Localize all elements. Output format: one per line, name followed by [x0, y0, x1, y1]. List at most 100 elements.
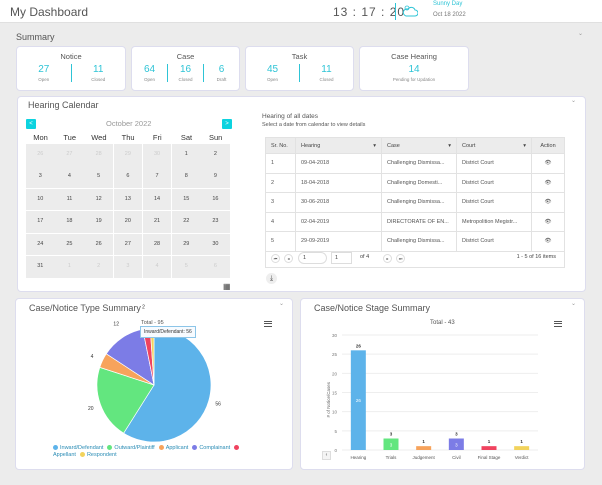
calendar-day[interactable]: 27 [55, 144, 84, 166]
summary-card-case[interactable]: Case 64 Open 16 Closed 6 Draft [131, 46, 240, 91]
legend-item[interactable]: Complainant [192, 445, 230, 451]
calendar-day[interactable]: 29 [172, 233, 201, 256]
legend-item[interactable]: Appellant [53, 445, 241, 458]
calendar-day[interactable]: 13 [113, 188, 143, 211]
calendar-day[interactable]: 16 [201, 188, 230, 211]
calendar-day[interactable]: 30 [142, 144, 172, 166]
summary-card-case-hearing[interactable]: Case Hearing 14 Pending for Updation [359, 46, 469, 91]
calendar-day[interactable]: 2 [84, 256, 113, 278]
calendar-day[interactable]: 31 [26, 256, 55, 278]
stat[interactable]: 11 Closed [300, 64, 353, 82]
view-eye-icon[interactable]: 👁 [531, 231, 565, 252]
calendar-day[interactable]: 2 [201, 144, 230, 166]
last-page-button[interactable]: ⏭ [396, 254, 405, 263]
calendar-day[interactable]: 6 [113, 166, 143, 188]
stat[interactable]: 16 Closed [168, 64, 204, 82]
calendar-day[interactable]: 25 [55, 233, 84, 256]
calendar-day[interactable]: 6 [201, 256, 230, 278]
filter-icon[interactable]: ▾ [523, 142, 526, 149]
calendar-day[interactable]: 3 [113, 256, 143, 278]
calendar-day[interactable]: 20 [113, 211, 143, 233]
legend-item[interactable]: Inward/Defendant [53, 445, 103, 451]
calendar-day[interactable]: 29 [113, 144, 143, 166]
summary-card-task[interactable]: Task 45 Open 11 Closed [245, 46, 354, 91]
next-page-button[interactable]: ▸ [383, 254, 392, 263]
calendar-day[interactable]: 30 [201, 233, 230, 256]
calendar-day[interactable]: 1 [55, 256, 84, 278]
chart-menu-icon[interactable] [554, 321, 562, 327]
summary-card-notice[interactable]: Notice 27 Open 11 Closed [16, 46, 126, 91]
calendar-day[interactable]: 8 [172, 166, 201, 188]
page-input[interactable]: 1 [331, 252, 352, 264]
calendar-day[interactable]: 12 [84, 188, 113, 211]
calendar-day[interactable]: 4 [55, 166, 84, 188]
next-month-button[interactable]: > [222, 119, 232, 129]
calendar-day[interactable]: 26 [26, 144, 55, 166]
calendar-day[interactable]: 11 [55, 188, 84, 211]
col-sr-no[interactable]: Sr. No. [265, 137, 296, 154]
page-chip[interactable]: 1 [298, 252, 327, 264]
table-row[interactable]: 3 30-06-2018 Challenging Dismissa... Distri… [265, 192, 565, 213]
calendar-day[interactable]: 17 [26, 211, 55, 233]
calendar-day[interactable]: 26 [84, 233, 113, 256]
first-page-button[interactable]: ⏮ [271, 254, 280, 263]
col-case[interactable]: Case ▾ [381, 137, 457, 154]
prev-month-button[interactable]: < [26, 119, 36, 129]
chart-menu-icon[interactable] [264, 321, 272, 327]
stat[interactable]: 64 Open [132, 64, 168, 82]
legend-item[interactable]: Outward/Plaintiff [107, 445, 155, 451]
table-row[interactable]: 2 18-04-2018 Challenging Domesti... Distric… [265, 172, 565, 193]
stat[interactable]: 14 Pending for Updation [360, 64, 468, 82]
table-row[interactable]: 1 09-04-2018 Challenging Dismissa... Distri… [265, 153, 565, 174]
calendar-settings-icon[interactable]: ▦ [223, 282, 231, 291]
calendar-day[interactable]: 21 [142, 211, 172, 233]
stat[interactable]: 45 Open [246, 64, 300, 82]
bar-final-stage[interactable] [481, 446, 497, 450]
view-eye-icon[interactable]: 👁 [531, 172, 565, 193]
calendar-day[interactable]: 14 [142, 188, 172, 211]
collapse-chevron-icon[interactable]: ⌄ [571, 301, 577, 307]
collapse-chevron-icon[interactable]: ⌄ [578, 31, 584, 37]
collapse-chevron-icon[interactable]: ⌄ [279, 301, 285, 307]
prev-page-button[interactable]: ◂ [284, 254, 293, 263]
calendar-day[interactable]: 5 [84, 166, 113, 188]
filter-icon[interactable]: ▾ [448, 142, 451, 149]
table-row[interactable]: 4 02-04-2019 DIRECTORATE OF EN... Metropoli… [265, 211, 565, 232]
col-court[interactable]: Court ▾ [456, 137, 532, 154]
calendar-day[interactable]: 10 [26, 188, 55, 211]
collapse-chevron-icon[interactable]: ⌄ [571, 98, 577, 104]
calendar-day[interactable]: 19 [84, 211, 113, 233]
legend-item[interactable]: Applicant [158, 445, 188, 451]
bar-trials[interactable] [383, 438, 399, 451]
calendar-day[interactable]: 9 [201, 166, 230, 188]
calendar-day[interactable]: 28 [84, 144, 113, 166]
stat[interactable]: 27 Open [17, 64, 72, 82]
stat[interactable]: 11 Closed [72, 64, 126, 82]
table-row[interactable]: 5 29-09-2019 Challenging Dismissa... Distri… [265, 231, 565, 252]
calendar-day[interactable]: 28 [142, 233, 172, 256]
download-icon[interactable]: ⤓ [266, 273, 277, 284]
view-eye-icon[interactable]: 👁 [531, 153, 565, 174]
calendar-day[interactable]: 24 [26, 233, 55, 256]
pie-slice-outward-plaintiff[interactable] [96, 366, 155, 434]
bar-hearing[interactable] [350, 350, 366, 450]
calendar-day[interactable]: 3 [26, 166, 55, 188]
bar-civil[interactable] [448, 438, 464, 451]
calendar-day[interactable]: 18 [55, 211, 84, 233]
calendar-day[interactable]: 27 [113, 233, 143, 256]
calendar-day[interactable]: 23 [201, 211, 230, 233]
filter-icon[interactable]: ▾ [373, 142, 376, 149]
view-eye-icon[interactable]: 👁 [531, 192, 565, 213]
calendar-day[interactable]: 5 [172, 256, 201, 278]
calendar-day[interactable]: 4 [142, 256, 172, 278]
calendar-day[interactable]: 7 [142, 166, 172, 188]
stat[interactable]: 6 Draft [204, 64, 239, 82]
calendar-day[interactable]: 22 [172, 211, 201, 233]
calendar-day[interactable]: 15 [172, 188, 201, 211]
bar-judgement[interactable] [416, 446, 432, 450]
calendar-day[interactable]: 1 [172, 144, 201, 166]
view-eye-icon[interactable]: 👁 [531, 211, 565, 232]
legend-item[interactable]: Respondent [79, 452, 117, 458]
bar-verdict[interactable] [514, 446, 530, 450]
scroll-left-button[interactable]: ‹ [322, 451, 331, 460]
